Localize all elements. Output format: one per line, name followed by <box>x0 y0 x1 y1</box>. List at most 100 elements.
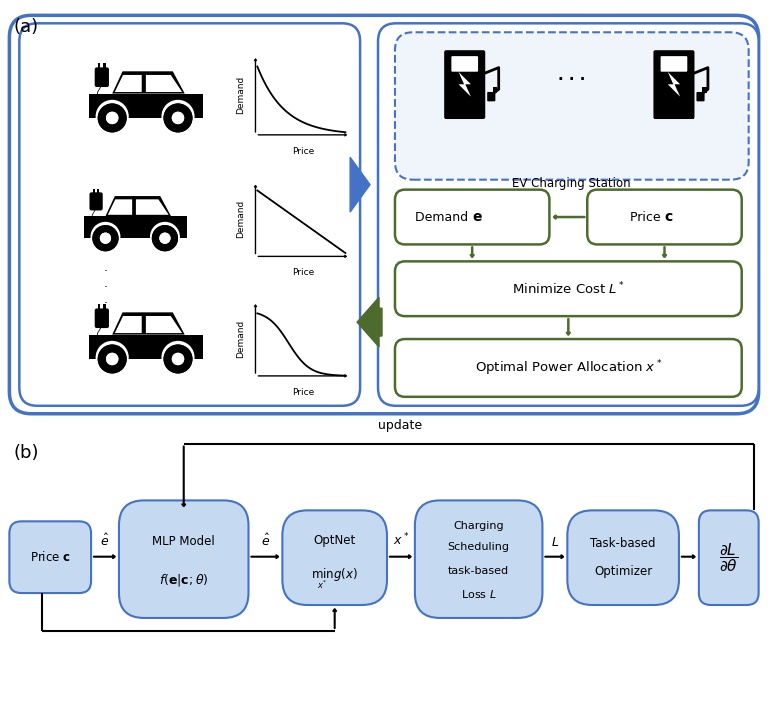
FancyBboxPatch shape <box>395 32 749 180</box>
Text: Minimize Cost $L^*$: Minimize Cost $L^*$ <box>512 280 625 297</box>
FancyBboxPatch shape <box>9 15 759 414</box>
Bar <box>654 114 694 119</box>
Polygon shape <box>146 75 182 92</box>
Text: Price: Price <box>630 210 664 224</box>
Circle shape <box>171 112 185 124</box>
Bar <box>98 304 101 310</box>
Circle shape <box>164 344 192 374</box>
Bar <box>702 87 707 90</box>
Text: Price: Price <box>291 147 314 156</box>
Bar <box>93 189 95 194</box>
FancyBboxPatch shape <box>395 339 742 397</box>
Bar <box>103 63 105 70</box>
Text: EV Charging Station: EV Charging Station <box>512 177 631 189</box>
Circle shape <box>171 112 185 124</box>
Bar <box>98 189 99 194</box>
Text: Optimal Power Allocation $x^*$: Optimal Power Allocation $x^*$ <box>474 358 662 378</box>
FancyBboxPatch shape <box>451 56 478 72</box>
Text: Demand: Demand <box>237 320 245 358</box>
Circle shape <box>100 232 111 244</box>
FancyBboxPatch shape <box>95 68 109 87</box>
Circle shape <box>106 112 118 124</box>
FancyBboxPatch shape <box>282 510 387 605</box>
Text: Charging: Charging <box>454 521 504 532</box>
FancyBboxPatch shape <box>19 23 360 406</box>
Circle shape <box>164 103 192 132</box>
Circle shape <box>151 225 178 251</box>
Circle shape <box>98 103 127 132</box>
Text: Loss $L$: Loss $L$ <box>461 589 497 601</box>
Circle shape <box>171 353 185 365</box>
Text: $\min_{x^*} g(x)$: $\min_{x^*} g(x)$ <box>311 567 358 591</box>
Polygon shape <box>112 71 185 94</box>
Text: $\hat{e}$: $\hat{e}$ <box>261 533 270 548</box>
Circle shape <box>98 344 127 374</box>
Circle shape <box>159 232 171 244</box>
FancyBboxPatch shape <box>654 50 694 119</box>
FancyBboxPatch shape <box>697 92 704 101</box>
Circle shape <box>161 100 195 133</box>
Circle shape <box>95 341 128 374</box>
FancyBboxPatch shape <box>9 522 91 593</box>
Circle shape <box>98 103 127 132</box>
Polygon shape <box>105 196 171 216</box>
Text: Price: Price <box>291 388 314 397</box>
Text: (a): (a) <box>13 18 38 37</box>
Polygon shape <box>136 199 168 215</box>
Circle shape <box>95 100 128 133</box>
Polygon shape <box>89 334 203 359</box>
Circle shape <box>171 353 185 365</box>
Polygon shape <box>85 216 188 238</box>
Text: $L$: $L$ <box>551 536 559 548</box>
Polygon shape <box>458 72 471 96</box>
FancyBboxPatch shape <box>588 189 742 244</box>
Text: . . .: . . . <box>558 68 585 82</box>
FancyBboxPatch shape <box>699 510 759 605</box>
Circle shape <box>92 225 118 251</box>
FancyBboxPatch shape <box>89 192 103 210</box>
Circle shape <box>106 353 118 365</box>
Text: OptNet: OptNet <box>314 534 356 547</box>
Bar <box>492 91 498 93</box>
Text: ·
·
·: · · · <box>104 265 108 310</box>
Polygon shape <box>667 72 680 96</box>
Bar <box>98 63 101 70</box>
Text: $\mathbf{c}$: $\mathbf{c}$ <box>664 210 674 224</box>
FancyBboxPatch shape <box>661 56 687 72</box>
Text: MLP Model: MLP Model <box>152 535 215 548</box>
FancyBboxPatch shape <box>119 501 248 618</box>
Text: $\hat{e}$: $\hat{e}$ <box>101 533 110 548</box>
Text: update: update <box>378 419 422 432</box>
Circle shape <box>164 103 192 132</box>
Circle shape <box>159 232 171 244</box>
FancyBboxPatch shape <box>488 92 495 101</box>
Text: Price: Price <box>291 268 314 277</box>
Circle shape <box>92 225 118 251</box>
Circle shape <box>151 225 178 251</box>
Circle shape <box>98 344 127 374</box>
Text: Scheduling: Scheduling <box>448 542 510 553</box>
Text: Task-based: Task-based <box>591 537 656 550</box>
FancyBboxPatch shape <box>395 189 549 244</box>
Circle shape <box>91 222 121 252</box>
FancyArrow shape <box>357 297 382 347</box>
Text: $\mathbf{e}$: $\mathbf{e}$ <box>472 210 483 224</box>
Text: Demand: Demand <box>237 76 245 114</box>
Text: Price $\mathbf{c}$: Price $\mathbf{c}$ <box>30 551 71 564</box>
FancyBboxPatch shape <box>378 23 759 406</box>
Text: task-based: task-based <box>448 566 509 576</box>
Circle shape <box>106 112 118 124</box>
Circle shape <box>164 344 192 374</box>
Polygon shape <box>112 313 185 334</box>
FancyBboxPatch shape <box>95 308 109 328</box>
FancyBboxPatch shape <box>395 261 742 316</box>
FancyArrow shape <box>350 157 370 212</box>
Bar <box>702 91 707 93</box>
Text: $f(\mathbf{e}|\mathbf{c};\theta)$: $f(\mathbf{e}|\mathbf{c};\theta)$ <box>159 572 208 589</box>
Polygon shape <box>115 316 141 333</box>
FancyBboxPatch shape <box>415 501 542 618</box>
Text: (b): (b) <box>13 444 39 462</box>
Polygon shape <box>108 199 132 215</box>
Polygon shape <box>146 316 182 333</box>
Circle shape <box>161 341 195 374</box>
